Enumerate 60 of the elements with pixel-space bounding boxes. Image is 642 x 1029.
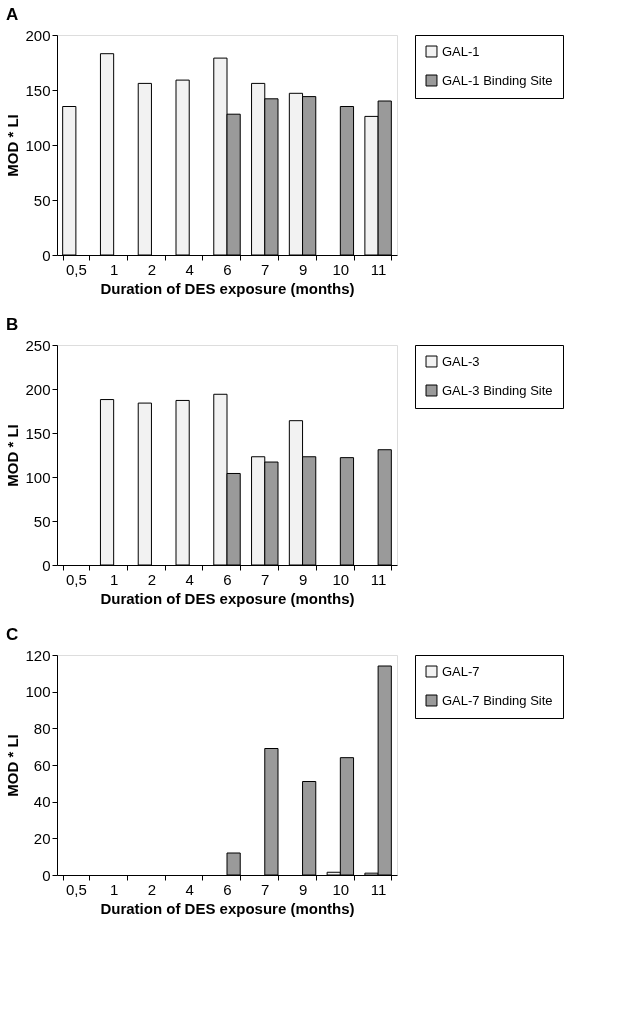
y-tick-label: 0 <box>42 866 51 884</box>
x-tick-label: 1 <box>109 570 119 588</box>
y-tick-label: 100 <box>25 683 51 701</box>
x-tick-label: 0,5 <box>65 570 87 588</box>
y-tick-label: 120 <box>25 646 51 664</box>
y-tick-label: 200 <box>25 380 51 398</box>
y-axis-title: MOD * LI <box>4 734 22 797</box>
legend-label: GAL-7 <box>442 663 480 679</box>
y-axis-title: MOD * LI <box>4 424 22 487</box>
y-tick-label: 100 <box>25 468 51 486</box>
x-tick-label: 6 <box>223 570 232 588</box>
y-tick-label: 200 <box>25 26 51 44</box>
x-tick-label: 11 <box>370 260 387 278</box>
x-tick-label: 9 <box>298 570 308 588</box>
x-tick-label: 9 <box>298 880 308 898</box>
legend-label: GAL-7 Binding Site <box>442 692 553 708</box>
chart-title: C <box>5 625 19 644</box>
legend-label: GAL-3 <box>442 353 480 369</box>
x-tick-label: 11 <box>370 570 387 588</box>
legend-label: GAL-1 Binding Site <box>442 72 553 88</box>
y-tick-label: 50 <box>33 512 51 530</box>
x-tick-label: 0,5 <box>65 260 87 278</box>
x-tick-label: 4 <box>185 880 194 898</box>
x-tick-label: 0,5 <box>65 880 87 898</box>
x-tick-label: 2 <box>147 880 157 898</box>
x-tick-label: 9 <box>298 260 308 278</box>
y-tick-label: 250 <box>25 336 51 354</box>
y-tick-label: 80 <box>33 719 51 737</box>
y-tick-label: 50 <box>33 191 51 209</box>
x-axis-title: Duration of DES exposure (months) <box>100 899 355 917</box>
x-tick-label: 1 <box>109 260 119 278</box>
x-tick-label: 6 <box>223 260 232 278</box>
y-tick-label: 40 <box>33 793 51 811</box>
y-tick-label: 0 <box>42 556 51 574</box>
y-tick-label: 100 <box>25 136 51 154</box>
y-axis-title: MOD * LI <box>4 114 22 177</box>
y-tick-label: 0 <box>42 246 51 264</box>
x-axis-title: Duration of DES exposure (months) <box>100 279 355 297</box>
x-tick-label: 2 <box>147 570 157 588</box>
x-tick-label: 6 <box>223 880 232 898</box>
x-tick-label: 4 <box>185 570 194 588</box>
x-tick-label: 10 <box>332 570 350 588</box>
y-tick-label: 150 <box>25 81 51 99</box>
x-tick-label: 7 <box>261 880 270 898</box>
chart-title: B <box>5 315 19 334</box>
legend-label: GAL-3 Binding Site <box>442 382 553 398</box>
x-tick-label: 7 <box>261 570 270 588</box>
x-tick-label: 10 <box>332 880 350 898</box>
y-tick-label: 150 <box>25 424 51 442</box>
x-tick-label: 10 <box>332 260 350 278</box>
x-tick-label: 7 <box>261 260 270 278</box>
x-tick-label: 2 <box>147 260 157 278</box>
y-tick-label: 20 <box>33 829 51 847</box>
x-tick-label: 1 <box>109 880 119 898</box>
x-tick-label: 11 <box>370 880 387 898</box>
chart-title: A <box>5 5 19 24</box>
x-axis-title: Duration of DES exposure (months) <box>100 589 355 607</box>
y-tick-label: 60 <box>33 756 51 774</box>
legend-label: GAL-1 <box>442 43 480 59</box>
x-tick-label: 4 <box>185 260 194 278</box>
